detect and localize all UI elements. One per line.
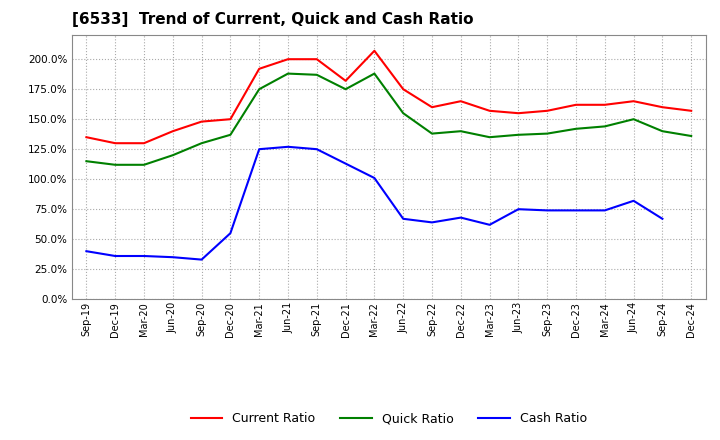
Quick Ratio [168,153,177,158]
Line: Current Ratio: Current Ratio [86,51,691,143]
Quick Ratio [600,124,609,129]
Current Ratio [111,140,120,146]
Quick Ratio [226,132,235,137]
Current Ratio [226,117,235,122]
Current Ratio [543,108,552,114]
Current Ratio [284,57,292,62]
Quick Ratio [658,128,667,134]
Cash Ratio [572,208,580,213]
Quick Ratio [111,162,120,168]
Cash Ratio [600,208,609,213]
Quick Ratio [485,135,494,140]
Current Ratio [600,102,609,107]
Quick Ratio [341,87,350,92]
Cash Ratio [456,215,465,220]
Quick Ratio [140,162,148,168]
Quick Ratio [82,158,91,164]
Cash Ratio [399,216,408,221]
Current Ratio [629,99,638,104]
Cash Ratio [341,161,350,166]
Current Ratio [197,119,206,124]
Quick Ratio [514,132,523,137]
Quick Ratio [284,71,292,76]
Cash Ratio [197,257,206,262]
Current Ratio [312,57,321,62]
Quick Ratio [629,117,638,122]
Quick Ratio [456,128,465,134]
Current Ratio [370,48,379,53]
Quick Ratio [428,131,436,136]
Cash Ratio [111,253,120,259]
Cash Ratio [543,208,552,213]
Current Ratio [456,99,465,104]
Cash Ratio [255,147,264,152]
Current Ratio [341,78,350,84]
Line: Quick Ratio: Quick Ratio [86,73,691,165]
Current Ratio [514,110,523,116]
Quick Ratio [370,71,379,76]
Legend: Current Ratio, Quick Ratio, Cash Ratio: Current Ratio, Quick Ratio, Cash Ratio [186,407,592,430]
Current Ratio [82,135,91,140]
Current Ratio [687,108,696,114]
Quick Ratio [197,140,206,146]
Cash Ratio [428,220,436,225]
Cash Ratio [140,253,148,259]
Current Ratio [658,105,667,110]
Current Ratio [485,108,494,114]
Current Ratio [140,140,148,146]
Quick Ratio [543,131,552,136]
Cash Ratio [226,231,235,236]
Quick Ratio [399,110,408,116]
Current Ratio [168,128,177,134]
Quick Ratio [687,133,696,139]
Current Ratio [572,102,580,107]
Cash Ratio [629,198,638,203]
Cash Ratio [284,144,292,150]
Cash Ratio [658,216,667,221]
Current Ratio [399,87,408,92]
Quick Ratio [312,72,321,77]
Current Ratio [428,105,436,110]
Line: Cash Ratio: Cash Ratio [86,147,662,260]
Current Ratio [255,66,264,71]
Text: [6533]  Trend of Current, Quick and Cash Ratio: [6533] Trend of Current, Quick and Cash … [72,12,474,27]
Quick Ratio [572,126,580,132]
Cash Ratio [82,249,91,254]
Quick Ratio [255,87,264,92]
Cash Ratio [370,176,379,181]
Cash Ratio [485,222,494,227]
Cash Ratio [312,147,321,152]
Cash Ratio [168,255,177,260]
Cash Ratio [514,206,523,212]
